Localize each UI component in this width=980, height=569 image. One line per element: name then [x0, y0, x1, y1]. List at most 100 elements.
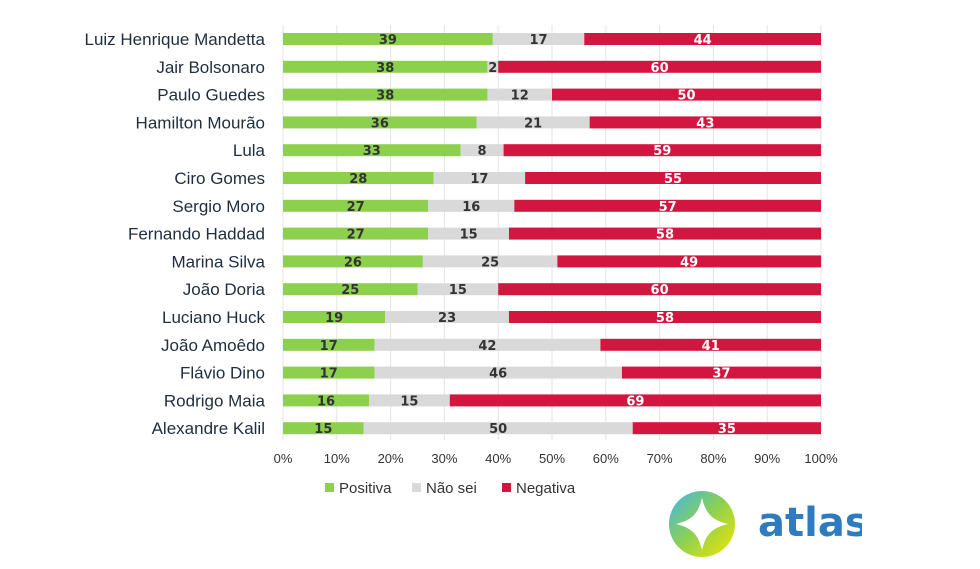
bars: 39 17 44 38 2 60 38 12 50 36 21 43 33 8 59 28 17 55 27 16 57…: [283, 33, 821, 437]
data-label: 38: [376, 89, 394, 104]
data-label: 17: [470, 172, 488, 187]
bar-segment-negativa: [514, 199, 821, 212]
bar-segment-n-o-sei: [363, 422, 633, 435]
data-label: 15: [460, 228, 478, 243]
data-label: 38: [376, 61, 394, 76]
bar-segment-n-o-sei: [492, 33, 585, 45]
data-label: 8: [478, 144, 487, 159]
data-label: 15: [314, 422, 332, 437]
data-label: 16: [462, 200, 480, 215]
data-label: 50: [489, 422, 507, 437]
data-label: 27: [347, 200, 365, 215]
legend-label: Negativa: [516, 480, 576, 497]
data-label: 23: [438, 311, 456, 326]
bar-segment-negativa: [498, 60, 821, 73]
bar-segment-n-o-sei: [487, 60, 499, 73]
bar-segment-positiva: [283, 116, 477, 129]
x-tick-label: 70%: [647, 451, 673, 466]
compass-star-icon: [676, 498, 728, 550]
bar-segment-negativa: [503, 144, 821, 157]
category-label: Sergio Moro: [172, 197, 265, 216]
category-label: Hamilton Mourão: [136, 113, 265, 132]
data-label: 28: [349, 172, 367, 187]
bar-segment-negativa: [589, 116, 821, 129]
bar-segment-negativa: [525, 172, 821, 184]
bar-segment-n-o-sei: [369, 394, 450, 407]
bar-segment-positiva: [283, 60, 488, 73]
data-label: 49: [680, 255, 698, 270]
legend-swatch: [325, 483, 334, 492]
data-label: 16: [317, 394, 335, 409]
x-axis-ticks: 0% 10% 20% 30% 40% 50% 60% 70% 80% 90% 100%: [274, 451, 838, 466]
bar-segment-negativa: [552, 88, 821, 101]
data-label: 39: [379, 33, 397, 48]
data-label: 26: [344, 255, 362, 270]
data-label: 33: [363, 144, 381, 159]
bar-segment-n-o-sei: [487, 88, 552, 101]
bar-segment-positiva: [283, 199, 429, 212]
x-tick-label: 60%: [593, 451, 619, 466]
bar-segment-negativa: [632, 422, 821, 435]
legend-swatch: [502, 483, 511, 492]
category-label: João Doria: [183, 280, 266, 299]
bar-segment-n-o-sei: [374, 366, 622, 379]
category-labels: Luiz Henrique Mandetta Jair Bolsonaro Paul…: [84, 30, 265, 438]
bar-segment-n-o-sei: [422, 255, 558, 268]
bar-segment-n-o-sei: [374, 338, 601, 351]
category-label: Flávio Dino: [180, 364, 265, 383]
x-tick-label: 20%: [378, 451, 404, 466]
data-label: 58: [656, 311, 674, 326]
category-label: Marina Silva: [171, 252, 265, 271]
bar-segment-negativa: [449, 394, 821, 407]
bar-segment-n-o-sei: [433, 172, 526, 184]
data-label: 55: [664, 172, 682, 187]
data-label: 42: [478, 339, 496, 354]
bar-segment-negativa: [498, 283, 821, 296]
data-label: 44: [694, 33, 712, 48]
data-label: 17: [530, 33, 548, 48]
data-label: 50: [677, 89, 695, 104]
data-label: 17: [320, 367, 338, 382]
data-label: 15: [400, 394, 418, 409]
x-tick-label: 90%: [754, 451, 780, 466]
bar-segment-positiva: [283, 338, 375, 351]
bar-segment-n-o-sei: [428, 199, 515, 212]
bar-segment-positiva: [283, 227, 429, 240]
category-label: Fernando Haddad: [128, 225, 265, 244]
data-label: 46: [489, 367, 507, 382]
bar-segment-positiva: [283, 33, 493, 45]
x-tick-label: 0%: [274, 451, 293, 466]
data-label: 60: [651, 283, 669, 298]
bar-segment-n-o-sei: [385, 311, 509, 323]
bar-segment-positiva: [283, 422, 364, 435]
bar-segment-n-o-sei: [476, 116, 590, 129]
legend: Positiva Não sei Negativa: [325, 480, 576, 497]
bar-segment-n-o-sei: [460, 144, 504, 157]
bar-segment-negativa: [508, 227, 821, 240]
bar-segment-positiva: [283, 394, 370, 407]
legend-label: Positiva: [339, 480, 392, 497]
data-label: 25: [481, 255, 499, 270]
atlas-logo: atlas: [662, 484, 869, 564]
x-tick-label: 40%: [485, 451, 511, 466]
data-label: 37: [712, 367, 730, 382]
logo-text: atlas: [758, 500, 862, 546]
bar-segment-negativa: [557, 255, 821, 268]
category-label: João Amoêdo: [161, 336, 265, 355]
bar-segment-n-o-sei: [428, 227, 509, 240]
legend-label: Não sei: [426, 480, 477, 497]
data-label: 60: [651, 61, 669, 76]
category-label: Jair Bolsonaro: [156, 58, 265, 77]
category-label: Alexandre Kalil: [152, 419, 265, 438]
bar-segment-negativa: [508, 311, 821, 323]
bar-segment-negativa: [584, 33, 821, 45]
bar-segment-positiva: [283, 172, 434, 184]
data-label: 2: [488, 61, 497, 76]
data-label: 25: [341, 283, 359, 298]
bar-segment-positiva: [283, 283, 418, 296]
data-label: 41: [702, 339, 720, 354]
category-label: Luciano Huck: [162, 308, 266, 327]
category-label: Rodrigo Maia: [164, 391, 266, 410]
category-label: Paulo Guedes: [157, 86, 265, 105]
